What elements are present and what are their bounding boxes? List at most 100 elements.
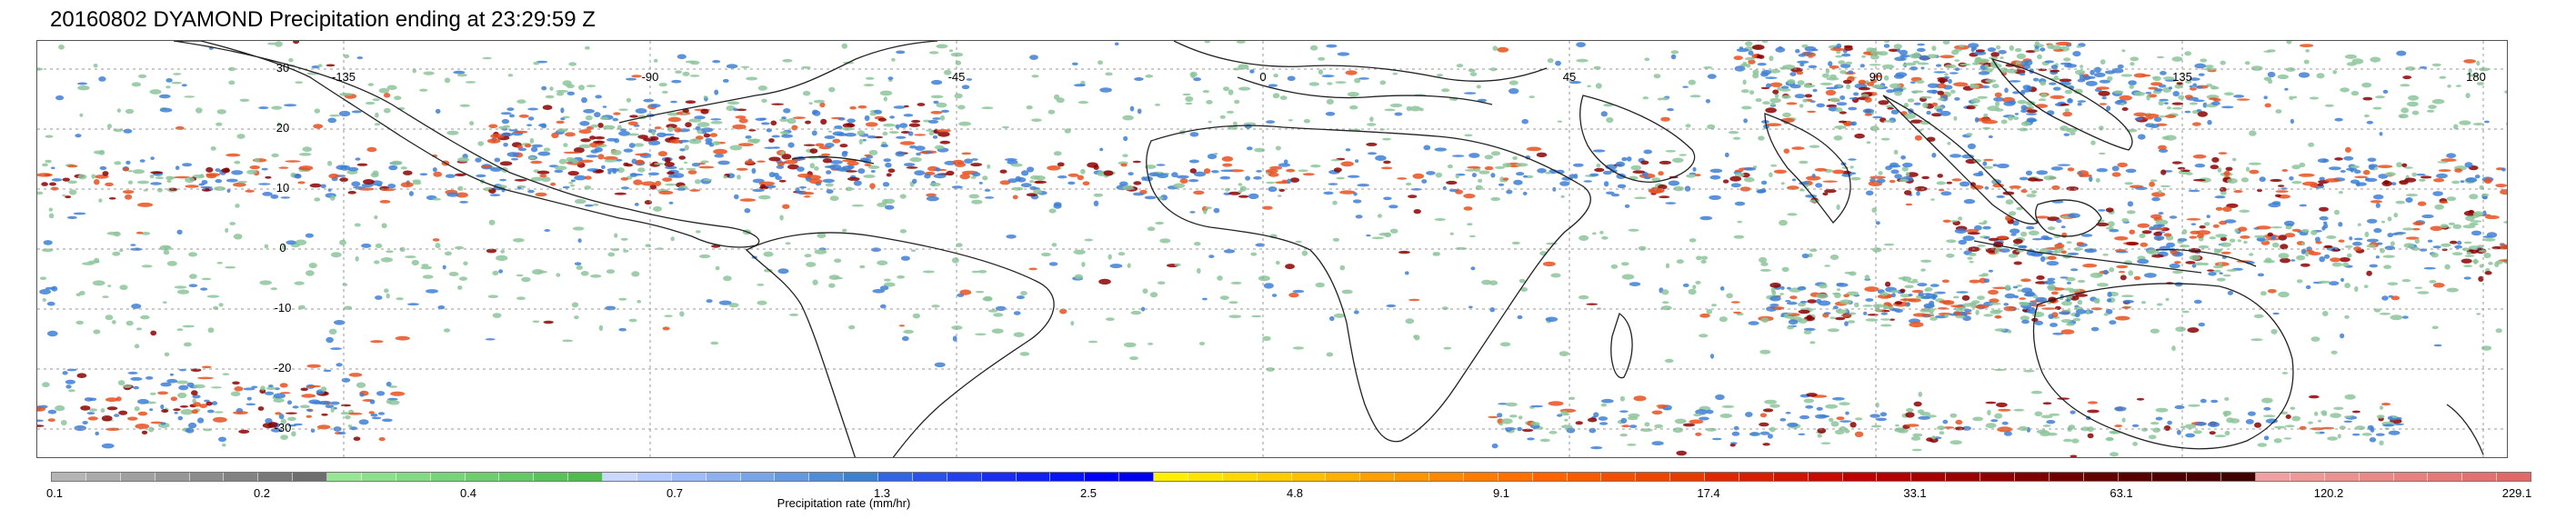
colorbar-cell [947,473,982,481]
precip-cell [1966,105,1976,110]
precip-cell [65,379,75,384]
precip-cell [2207,269,2215,272]
precip-cell [378,87,390,94]
precip-cell [150,171,164,175]
precip-cell [437,305,446,310]
precip-cell [1909,81,1916,84]
precip-cell [2155,407,2169,413]
precip-cell [895,135,907,139]
precip-cell [2401,279,2411,283]
precip-cell [2284,424,2295,428]
precip-cell [2200,58,2208,63]
precip-cell [723,275,732,282]
precip-cell [1846,291,1859,296]
precip-cell [1600,403,1608,407]
precip-cell [1850,176,1861,181]
precip-cell [2355,182,2367,186]
precip-cell [2478,275,2484,282]
precip-cell [1520,287,1529,292]
precip-cell [971,158,978,161]
precip-cell [1900,155,1907,160]
precip-cell [2159,115,2167,118]
precip-cell [1489,307,1495,313]
precip-cell [2310,230,2318,235]
precip-cell [1849,312,1857,315]
precip-cell [2224,397,2230,401]
precip-cell [2043,175,2057,181]
precip-cell [182,324,195,328]
precip-cell [1278,163,1290,167]
precip-cell [1872,304,1885,308]
precip-cell [1423,145,1431,151]
precip-cell [1908,294,1913,297]
precip-cell [1967,232,1980,235]
precip-cell [1883,44,1890,48]
precip-cell [614,138,620,144]
precip-cell [791,125,798,131]
precip-cell [2020,72,2026,76]
precip-cell [1809,145,1820,148]
precip-cell [1550,273,1561,278]
precip-cell [2099,152,2106,155]
precip-cell [125,108,135,115]
precip-cell [2114,406,2127,412]
precip-cell [2399,180,2409,185]
colorbar-cell [361,473,396,481]
precip-cell [1936,181,1946,185]
precip-cell [433,171,443,177]
precip-cell [1950,89,1956,94]
precip-cell [2047,284,2056,290]
precip-cell [184,95,195,98]
precip-cell [2309,96,2320,100]
precip-cell [1835,316,1846,321]
precip-cell [1700,255,1709,260]
precip-cell [2155,219,2169,225]
precip-cell [1927,54,1938,59]
precip-cell [670,100,677,104]
precip-cell [1676,259,1684,264]
colorbar-cell [2497,473,2531,481]
precip-cell [2401,163,2408,167]
precip-cell [1030,175,1040,180]
precip-cell [160,382,172,387]
precip-cell [1769,97,1781,104]
precip-cell [1287,178,1291,185]
precip-cell [369,399,376,404]
precip-cell [419,173,428,176]
precip-cell [2149,181,2156,187]
precip-cell [882,131,888,136]
precip-cell [933,174,947,179]
precip-cell [1993,368,2006,372]
precip-cell [626,97,632,103]
precip-cell [1325,112,1336,116]
precip-cell [2040,93,2048,98]
precip-cell [2177,166,2186,170]
precip-cell [1248,193,1259,200]
precip-cell [1821,73,1829,78]
precip-cell [781,134,794,138]
precip-cell [1840,314,1852,317]
colorbar-cell [740,473,776,481]
precip-cell [2193,430,2202,434]
precip-cell [394,95,402,100]
precip-cell [384,93,391,98]
precip-cell [1914,135,1922,141]
precip-cell [734,194,739,200]
precip-cell [1799,189,1806,192]
precip-cell [1017,177,1027,183]
precip-cell [1557,414,1563,417]
precip-cell [954,93,963,99]
precip-cell [584,204,594,207]
precip-cell [1865,190,1874,196]
precip-cell [2250,338,2263,342]
precip-cell [2189,255,2200,261]
precip-cell [2240,177,2249,183]
precip-cell [2103,313,2109,316]
precip-cell [1811,174,1816,178]
precip-cell [2089,175,2093,183]
precip-cell [1339,190,1356,195]
precip-cell [2387,216,2392,222]
precip-cell [448,272,459,276]
precip-cell [928,131,935,135]
precip-cell [1822,180,1838,183]
